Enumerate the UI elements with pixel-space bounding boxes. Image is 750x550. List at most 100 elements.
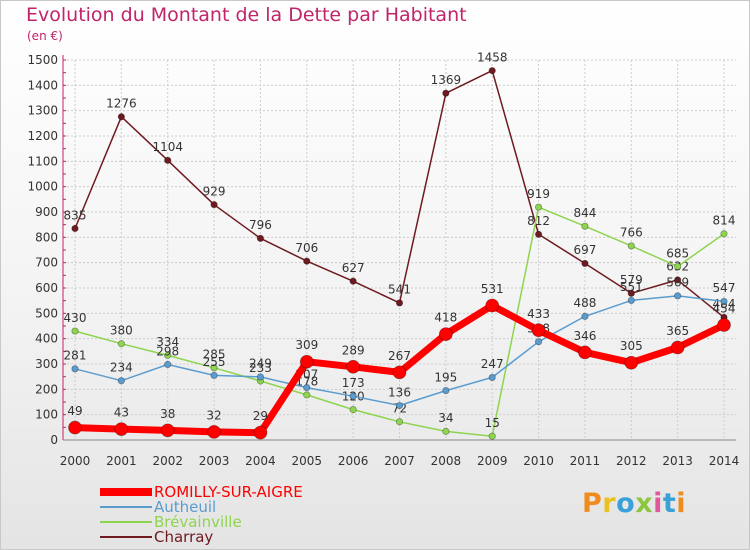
y-tick-label: 1500 bbox=[27, 53, 58, 67]
y-tick-label: 1400 bbox=[27, 78, 58, 92]
data-label-autheuil: 298 bbox=[156, 344, 179, 358]
data-point-autheuil bbox=[117, 377, 125, 385]
logo-letter: i bbox=[653, 488, 663, 519]
data-point-charray bbox=[303, 257, 311, 265]
data-label-romilly-sur-aigre: 346 bbox=[573, 329, 596, 343]
data-point-brevainville bbox=[581, 222, 589, 230]
data-label-romilly-sur-aigre: 365 bbox=[666, 324, 689, 338]
data-label-autheuil: 281 bbox=[64, 349, 87, 363]
x-tick-label: 2010 bbox=[523, 454, 554, 468]
data-label-brevainville: 685 bbox=[666, 246, 689, 260]
data-point-charray bbox=[117, 113, 125, 121]
proxiti-logo: Proxiti bbox=[582, 488, 686, 519]
data-label-charray: 835 bbox=[64, 208, 87, 222]
data-label-brevainville: 178 bbox=[295, 375, 318, 389]
data-label-charray: 1276 bbox=[106, 97, 137, 111]
x-tick-label: 2012 bbox=[616, 454, 647, 468]
data-label-charray: 812 bbox=[527, 214, 550, 228]
data-point-brevainville bbox=[534, 203, 543, 211]
y-tick-label: 1200 bbox=[27, 129, 58, 143]
data-label-charray: 1458 bbox=[477, 50, 508, 64]
data-point-brevainville bbox=[117, 340, 125, 348]
y-tick-label: 1100 bbox=[27, 154, 58, 168]
x-tick-label: 2001 bbox=[106, 454, 137, 468]
data-label-brevainville: 919 bbox=[527, 187, 550, 201]
data-label-romilly-sur-aigre: 433 bbox=[527, 307, 550, 321]
data-point-brevainville bbox=[488, 432, 496, 440]
y-tick-label: 200 bbox=[35, 382, 58, 396]
data-label-brevainville: 334 bbox=[156, 335, 179, 349]
data-point-brevainville bbox=[720, 230, 728, 238]
data-point-charray bbox=[488, 67, 496, 75]
data-label-brevainville: 285 bbox=[203, 348, 226, 362]
data-label-brevainville: 380 bbox=[110, 324, 133, 338]
data-label-romilly-sur-aigre: 309 bbox=[295, 338, 318, 352]
y-tick-label: 800 bbox=[35, 230, 58, 244]
data-label-charray: 1104 bbox=[152, 140, 183, 154]
chart-unit: (en €) bbox=[27, 29, 63, 43]
data-point-romilly-sur-aigre bbox=[392, 365, 407, 380]
data-label-romilly-sur-aigre: 38 bbox=[160, 407, 175, 421]
logo-letter: P bbox=[582, 488, 603, 519]
data-label-autheuil: 247 bbox=[481, 357, 504, 371]
data-point-romilly-sur-aigre bbox=[299, 354, 314, 369]
data-label-brevainville: 15 bbox=[485, 416, 500, 430]
data-point-brevainville bbox=[349, 405, 357, 414]
y-tick-label: 300 bbox=[35, 357, 58, 371]
data-point-charray bbox=[164, 156, 172, 164]
data-point-autheuil bbox=[349, 392, 357, 400]
data-point-romilly-sur-aigre bbox=[485, 298, 500, 313]
data-point-autheuil bbox=[720, 297, 728, 306]
data-label-charray: 541 bbox=[388, 283, 411, 297]
y-tick-label: 1000 bbox=[27, 180, 58, 194]
x-tick-label: 2005 bbox=[292, 454, 323, 468]
data-point-romilly-sur-aigre bbox=[438, 327, 453, 342]
data-label-romilly-sur-aigre: 43 bbox=[114, 406, 129, 420]
data-point-charray bbox=[581, 259, 589, 268]
data-point-romilly-sur-aigre bbox=[624, 355, 639, 370]
x-tick-label: 2009 bbox=[477, 454, 508, 468]
x-tick-label: 2004 bbox=[245, 454, 276, 468]
data-label-brevainville: 233 bbox=[249, 361, 272, 375]
data-point-autheuil bbox=[256, 373, 265, 381]
x-tick-label: 2000 bbox=[60, 454, 91, 468]
data-label-brevainville: 814 bbox=[713, 214, 736, 228]
x-tick-label: 2007 bbox=[384, 454, 415, 468]
data-point-charray bbox=[210, 201, 218, 209]
data-label-charray: 796 bbox=[249, 218, 272, 232]
data-label-romilly-sur-aigre: 49 bbox=[67, 404, 82, 418]
data-label-charray: 929 bbox=[203, 184, 226, 198]
chart-title: Evolution du Montant de la Dette par Hab… bbox=[26, 4, 467, 26]
y-tick-label: 400 bbox=[35, 332, 58, 346]
data-label-autheuil: 173 bbox=[342, 376, 365, 390]
data-label-charray: 1369 bbox=[431, 73, 462, 87]
data-label-brevainville: 34 bbox=[438, 411, 453, 425]
data-label-romilly-sur-aigre: 267 bbox=[388, 349, 411, 363]
data-point-autheuil bbox=[71, 365, 79, 373]
data-label-autheuil: 569 bbox=[666, 276, 689, 290]
data-label-charray: 627 bbox=[342, 261, 365, 275]
data-point-brevainville bbox=[210, 364, 218, 372]
data-label-autheuil: 249 bbox=[249, 357, 272, 371]
x-tick-label: 2008 bbox=[431, 454, 462, 468]
data-point-autheuil bbox=[674, 292, 682, 300]
data-label-charray: 697 bbox=[573, 243, 596, 257]
data-point-charray bbox=[627, 289, 635, 297]
data-label-autheuil: 488 bbox=[573, 296, 596, 310]
data-label-autheuil: 234 bbox=[110, 361, 133, 375]
x-tick-label: 2013 bbox=[662, 454, 693, 468]
legend-label-charray: Charray bbox=[154, 528, 213, 546]
logo-letter: t bbox=[662, 488, 677, 519]
data-point-romilly-sur-aigre bbox=[253, 425, 268, 440]
data-point-autheuil bbox=[303, 383, 311, 392]
data-point-autheuil bbox=[488, 373, 496, 382]
logo-letter: i bbox=[676, 488, 687, 519]
data-point-romilly-sur-aigre bbox=[346, 359, 361, 374]
data-point-brevainville bbox=[627, 242, 635, 250]
logo-letter: r bbox=[602, 488, 617, 519]
data-point-charray bbox=[442, 89, 450, 97]
data-point-romilly-sur-aigre bbox=[68, 420, 82, 435]
y-tick-label: 700 bbox=[35, 256, 58, 270]
